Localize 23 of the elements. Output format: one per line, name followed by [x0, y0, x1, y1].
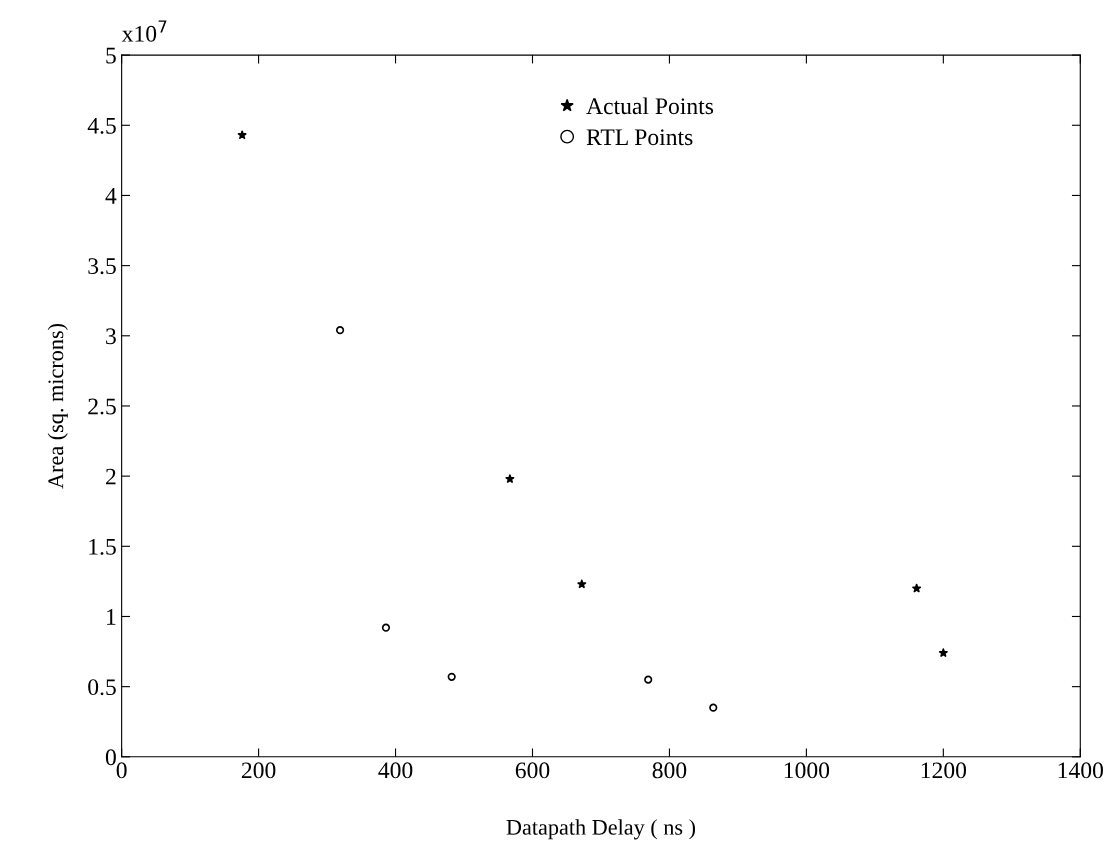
y-tick-label: 3.5 — [88, 258, 116, 275]
x-tick-label: 1400 — [1058, 762, 1103, 779]
y-tick-label: 0 — [105, 749, 116, 766]
legend-label: RTL Points — [586, 129, 693, 146]
y-tick-label: 0.5 — [88, 679, 116, 696]
y-tick-label: 5 — [106, 47, 116, 64]
x-axis-title: Datapath Delay ( ns ) — [506, 819, 696, 840]
x-tick-label: 1200 — [921, 762, 967, 779]
text: x10$^{7}$ — [121, 20, 167, 42]
x-tick-label: 600 — [515, 762, 550, 779]
y-tick-label: 1.5 — [89, 538, 116, 555]
y-tick-label: 4.5 — [87, 117, 116, 134]
x-tick-label: 800 — [652, 762, 687, 779]
legend-label: Actual Points — [586, 97, 714, 115]
y-tick-label: 3 — [106, 328, 116, 345]
x-tick-label: 200 — [241, 762, 276, 779]
y-tick-label: 1 — [107, 609, 116, 625]
y-tick-label: 2 — [106, 468, 116, 485]
x-tick-label: 400 — [378, 762, 413, 779]
y-axis-title: Area (sq. microns) — [47, 323, 68, 489]
x-tick-label: 1000 — [784, 762, 830, 779]
y-tick-label: 4 — [105, 188, 117, 204]
y-tick-label: 2.5 — [88, 398, 116, 415]
